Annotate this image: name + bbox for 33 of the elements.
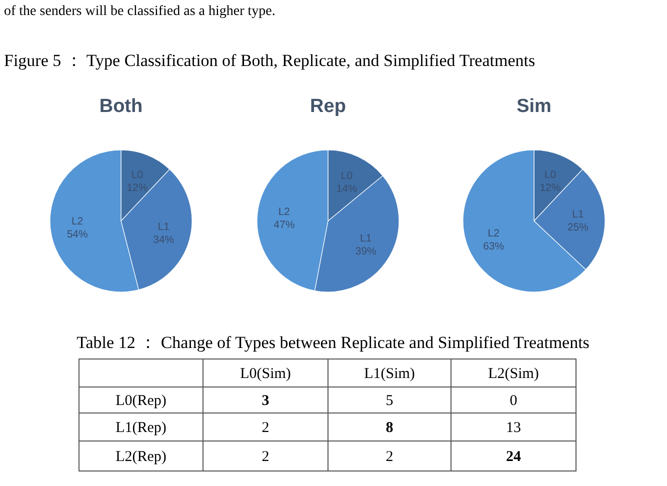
data-label: 54% [66,228,88,241]
chart-title: Table 12 ： Change of Types between Replicate and Simplified Treatments [76,333,590,352]
x-tick-label: L2(Sim) [488,366,539,382]
chart-title: Rep [310,96,346,117]
y-tick-label: L1(Rep) [116,420,166,436]
slice-label: L2 [488,227,500,240]
data-label: 13 [506,420,521,436]
slice-label: L1 [360,232,372,244]
data-label: 63% [483,240,504,252]
caption: Figure 5 ： Type Classification of Both, Replicate, and Simplified Treatments [4,51,536,70]
chart-title: Both [99,96,143,117]
data-label: 2 [262,449,270,465]
chart-title: Sim [516,96,552,117]
data-label: 25% [567,222,589,234]
data-label: 2 [262,420,270,436]
slice-label: L2 [278,206,290,218]
data-label: 2 [386,449,394,465]
data-label: 24 [506,449,522,465]
slice-label: L1 [158,220,170,233]
x-tick-label: L1(Sim) [364,366,415,382]
data-label: 47% [274,218,295,231]
data-label: 5 [386,393,394,409]
slice-label: L2 [71,216,84,228]
y-tick-label: L0(Rep) [116,393,166,409]
data-label: 0 [510,393,518,409]
slice-label: L1 [572,208,584,221]
text: of the senders will be classified as a higher type. [4,4,276,19]
data-label: 8 [386,420,394,436]
data-label: 39% [355,245,376,258]
data-label: 34% [153,234,174,246]
y-tick-label: L2(Rep) [116,449,166,465]
x-tick-label: L0(Sim) [240,366,291,382]
data-label: 3 [262,393,270,409]
